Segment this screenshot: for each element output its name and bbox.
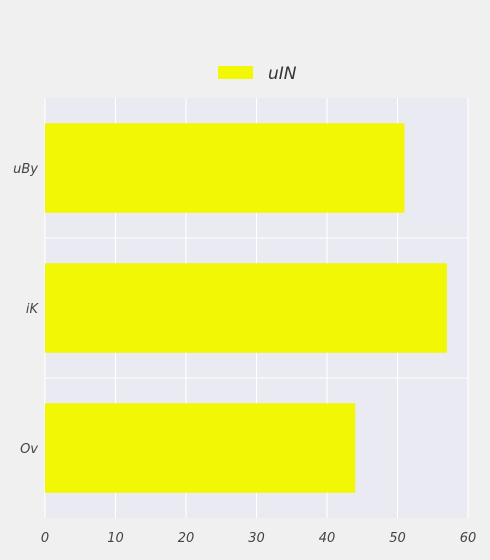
legend: uIN bbox=[218, 64, 297, 84]
bar-uBy bbox=[45, 123, 405, 213]
x-tick-label: 50 bbox=[389, 531, 406, 546]
x-tick-label: 60 bbox=[460, 531, 477, 546]
y-tick-label: Ov bbox=[20, 442, 38, 457]
x-tick-label: 10 bbox=[107, 531, 124, 546]
bars-group bbox=[45, 123, 447, 493]
x-tick-label: 20 bbox=[178, 531, 195, 546]
x-axis-ticks: 0 10 20 30 40 50 60 bbox=[41, 531, 476, 546]
x-tick-label: 0 bbox=[41, 531, 49, 546]
y-tick-label: iK bbox=[26, 302, 40, 317]
y-tick-label: uBy bbox=[13, 162, 38, 177]
legend-label: uIN bbox=[268, 64, 297, 84]
x-tick-label: 30 bbox=[248, 531, 265, 546]
y-gridlines bbox=[45, 237, 468, 379]
y-axis-ticks: uBy iK Ov bbox=[13, 162, 39, 457]
legend-swatch bbox=[218, 66, 253, 79]
bar-iK bbox=[45, 263, 447, 353]
bar-Ov bbox=[45, 403, 356, 493]
x-tick-label: 40 bbox=[319, 531, 336, 546]
